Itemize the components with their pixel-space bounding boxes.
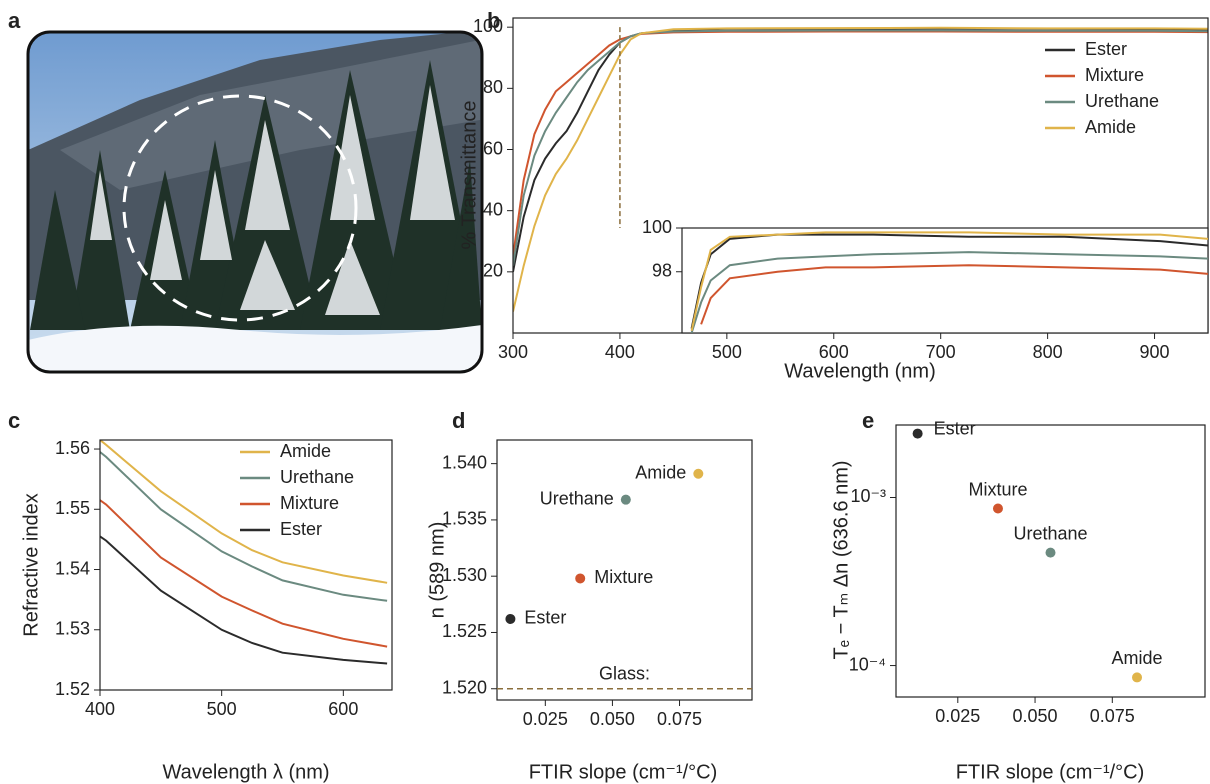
point bbox=[992, 503, 1003, 514]
x-axis-label: FTIR slope (cm⁻¹/°C) bbox=[956, 761, 1145, 783]
inset-background bbox=[681, 227, 1209, 334]
line bbox=[100, 535, 388, 665]
panel-label: a bbox=[8, 8, 21, 33]
y-tick-label: 40 bbox=[483, 199, 503, 219]
y-axis-label: n (589 nm) bbox=[426, 522, 448, 619]
y-tick-label: 20 bbox=[483, 261, 503, 281]
x-tick-label: 400 bbox=[85, 699, 115, 719]
panel-label: e bbox=[862, 408, 874, 433]
x-axis-label: Wavelength (nm) bbox=[784, 360, 936, 382]
point-label: Mixture bbox=[968, 479, 1027, 499]
x-tick-label: 500 bbox=[207, 699, 237, 719]
y-tick-label: 1.56 bbox=[55, 438, 90, 458]
y-tick-label: 60 bbox=[483, 138, 503, 158]
plot-frame bbox=[99, 439, 393, 691]
x-tick-label: 600 bbox=[328, 699, 358, 719]
inset-line bbox=[690, 231, 1208, 332]
point-label: Amide bbox=[635, 463, 686, 483]
line bbox=[513, 26, 1208, 312]
y-tick-label: 1.535 bbox=[442, 509, 487, 529]
x-tick-label: 0.050 bbox=[1013, 706, 1058, 726]
point-label: Amide bbox=[1112, 648, 1163, 668]
x-tick-label: 600 bbox=[819, 342, 849, 362]
y-tick-label: 1.530 bbox=[442, 565, 487, 585]
point bbox=[1132, 672, 1143, 683]
legend-label: Urethane bbox=[280, 467, 354, 487]
plot-frame bbox=[895, 424, 1206, 698]
point bbox=[575, 573, 586, 584]
inset-series-group bbox=[690, 231, 1208, 333]
y-tick-label: 1.540 bbox=[442, 452, 487, 472]
x-tick-label: 700 bbox=[926, 342, 956, 362]
point-label: Ester bbox=[934, 418, 976, 438]
x-axis-label: Wavelength λ (nm) bbox=[162, 761, 329, 783]
point bbox=[1045, 547, 1056, 558]
point-label: Mixture bbox=[594, 567, 653, 587]
legend-label: Ester bbox=[280, 519, 322, 539]
y-axis-label: Tₑ − Tₘ Δn (636.6 nm) bbox=[830, 460, 852, 659]
panel-label: b bbox=[487, 8, 500, 33]
y-tick-label: 1.520 bbox=[442, 677, 487, 697]
line bbox=[100, 499, 388, 648]
plot-frame bbox=[496, 439, 753, 701]
x-tick-label: 300 bbox=[498, 342, 528, 362]
point bbox=[912, 428, 923, 439]
point bbox=[620, 494, 631, 505]
x-tick-label: 900 bbox=[1140, 342, 1170, 362]
y-tick-label: 1.55 bbox=[55, 498, 90, 518]
x-tick-label: 0.025 bbox=[935, 706, 980, 726]
y-tick-label: 10⁻⁴ bbox=[849, 654, 886, 674]
y-axis-label: Refractive index bbox=[20, 493, 42, 636]
y-tick-label: 100 bbox=[473, 16, 503, 36]
x-tick-label: 800 bbox=[1033, 342, 1063, 362]
series-group bbox=[100, 440, 388, 665]
inset-line bbox=[690, 251, 1208, 333]
legend-label: Amide bbox=[1085, 117, 1136, 137]
x-tick-label: 0.050 bbox=[590, 709, 635, 729]
y-tick-label: 80 bbox=[483, 77, 503, 97]
legend-label: Ester bbox=[1085, 39, 1127, 59]
x-tick-label: 0.025 bbox=[523, 709, 568, 729]
x-tick-label: 0.075 bbox=[657, 709, 702, 729]
point-label: Urethane bbox=[1013, 523, 1087, 543]
y-tick-label: 1.54 bbox=[55, 558, 90, 578]
x-tick-label: 400 bbox=[605, 342, 635, 362]
legend-label: Amide bbox=[280, 441, 331, 461]
y-tick-label: 1.52 bbox=[55, 679, 90, 699]
line bbox=[100, 440, 388, 584]
y-axis-label: % Transmittance bbox=[458, 101, 480, 250]
legend-label: Urethane bbox=[1085, 91, 1159, 111]
reference-label: Glass: bbox=[599, 663, 650, 683]
point bbox=[693, 468, 704, 479]
legend-label: Mixture bbox=[280, 493, 339, 513]
line bbox=[513, 30, 1208, 257]
photo-frame bbox=[26, 30, 484, 374]
inset-line bbox=[700, 264, 1208, 325]
x-tick-label: 500 bbox=[712, 342, 742, 362]
panel-label: c bbox=[8, 408, 20, 433]
x-axis-label: FTIR slope (cm⁻¹/°C) bbox=[529, 761, 718, 783]
point bbox=[505, 613, 516, 624]
photo bbox=[28, 32, 482, 372]
point-label: Ester bbox=[524, 608, 566, 628]
line bbox=[100, 451, 388, 602]
panel-label: d bbox=[452, 408, 465, 433]
inset-y-tick-label: 98 bbox=[652, 261, 672, 281]
point-label: Urethane bbox=[540, 488, 614, 508]
inset-y-tick-label: 100 bbox=[642, 217, 672, 237]
x-tick-label: 0.075 bbox=[1090, 706, 1135, 726]
series-group bbox=[513, 26, 1208, 312]
y-tick-label: 1.53 bbox=[55, 619, 90, 639]
line bbox=[513, 29, 1208, 266]
y-tick-label: 1.525 bbox=[442, 621, 487, 641]
legend-label: Mixture bbox=[1085, 65, 1144, 85]
y-tick-label: 10⁻³ bbox=[850, 486, 886, 506]
